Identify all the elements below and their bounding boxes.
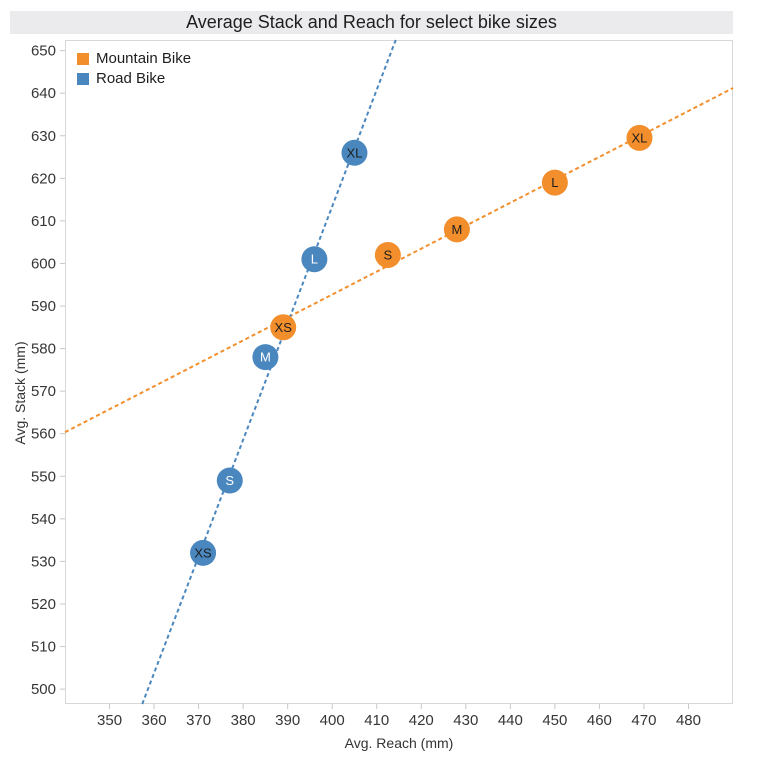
- y-tick-label-610: 610: [31, 213, 56, 230]
- scatter-chart: 350 360 370 380 390 400 410 420 430 440 450 460 470 4…: [31, 39, 734, 729]
- marker-circle: [190, 539, 217, 566]
- y-tick-label-580: 580: [31, 341, 56, 358]
- data-point-road-bike-m[interactable]: M: [252, 344, 279, 371]
- plot-border: [65, 40, 733, 704]
- trendline-road-bike[interactable]: [141, 39, 397, 705]
- marker-circle: [341, 139, 368, 166]
- y-tick-label-520: 520: [31, 596, 56, 613]
- marker-label: M: [451, 222, 462, 237]
- x-tick-label-350: 350: [97, 712, 122, 729]
- x-tick-label-400: 400: [320, 712, 345, 729]
- data-point-mountain-bike-xs[interactable]: XS: [270, 314, 297, 341]
- marker-circle: [374, 241, 401, 268]
- marker-circle: [626, 124, 653, 151]
- y-tick-label-570: 570: [31, 383, 56, 400]
- x-tick-label-360: 360: [142, 712, 167, 729]
- marker-label: XS: [194, 545, 212, 560]
- y-tick-label-620: 620: [31, 170, 56, 187]
- marker-circle: [541, 169, 568, 196]
- y-tick-label-560: 560: [31, 426, 56, 443]
- data-point-mountain-bike-s[interactable]: S: [374, 241, 401, 268]
- y-tick-label-500: 500: [31, 681, 56, 698]
- legend-swatch-road-bike: [77, 73, 89, 85]
- y-tick-label-600: 600: [31, 255, 56, 272]
- y-tick-label-510: 510: [31, 639, 56, 656]
- legend-label-mountain-bike: Mountain Bike: [96, 50, 192, 67]
- data-point-road-bike-l[interactable]: L: [301, 246, 328, 273]
- x-tick-label-440: 440: [498, 712, 523, 729]
- x-tick-label-470: 470: [631, 712, 656, 729]
- x-tick-label-420: 420: [409, 712, 434, 729]
- plot-area: 350 360 370 380 390 400 410 420 430 440 450 460 470 4…: [31, 39, 734, 729]
- y-tick-label-630: 630: [31, 128, 56, 145]
- y-tick-label-530: 530: [31, 553, 56, 570]
- marker-circle: [301, 246, 328, 273]
- x-axis-title: Avg. Reach (mm): [344, 735, 454, 751]
- marker-label: XL: [632, 130, 648, 145]
- y-tick-label-550: 550: [31, 468, 56, 485]
- marker-label: XS: [275, 320, 293, 335]
- marker-label: M: [260, 350, 271, 365]
- legend-swatch-mountain-bike: [77, 53, 89, 65]
- x-tick-label-460: 460: [587, 712, 612, 729]
- marker-circle: [443, 216, 470, 243]
- marker-label: S: [225, 473, 234, 488]
- data-point-mountain-bike-m[interactable]: M: [443, 216, 470, 243]
- y-tick-label-650: 650: [31, 43, 56, 60]
- legend-item-road-bike[interactable]: Road Bike: [77, 69, 191, 89]
- data-point-road-bike-xs[interactable]: XS: [190, 539, 217, 566]
- y-axis-title: Avg. Stack (mm): [12, 341, 28, 445]
- data-point-mountain-bike-xl[interactable]: XL: [626, 124, 653, 151]
- marker-circle: [252, 344, 279, 371]
- x-tick-label-390: 390: [275, 712, 300, 729]
- x-tick-label-380: 380: [231, 712, 256, 729]
- x-tick-label-430: 430: [453, 712, 478, 729]
- marker-label: L: [311, 252, 318, 267]
- data-point-mountain-bike-l[interactable]: L: [541, 169, 568, 196]
- marker-label: S: [384, 247, 393, 262]
- legend-label-road-bike: Road Bike: [96, 70, 166, 87]
- x-tick-label-480: 480: [676, 712, 701, 729]
- trendline-mountain-bike[interactable]: [64, 87, 734, 434]
- marker-circle: [216, 467, 243, 494]
- marker-circle: [270, 314, 297, 341]
- x-tick-label-410: 410: [364, 712, 389, 729]
- legend-item-mountain-bike[interactable]: Mountain Bike: [77, 49, 191, 69]
- marker-label: L: [551, 175, 558, 190]
- marker-label: XL: [347, 145, 363, 160]
- y-tick-label-640: 640: [31, 85, 56, 102]
- data-point-road-bike-s[interactable]: S: [216, 467, 243, 494]
- data-point-road-bike-xl[interactable]: XL: [341, 139, 368, 166]
- chart-title-band: Average Stack and Reach for select bike …: [10, 11, 733, 34]
- x-tick-label-450: 450: [542, 712, 567, 729]
- y-tick-label-590: 590: [31, 298, 56, 315]
- chart-title: Average Stack and Reach for select bike …: [186, 12, 557, 32]
- x-tick-label-370: 370: [186, 712, 211, 729]
- legend: Mountain Bike Road Bike: [77, 49, 191, 89]
- y-tick-label-540: 540: [31, 511, 56, 528]
